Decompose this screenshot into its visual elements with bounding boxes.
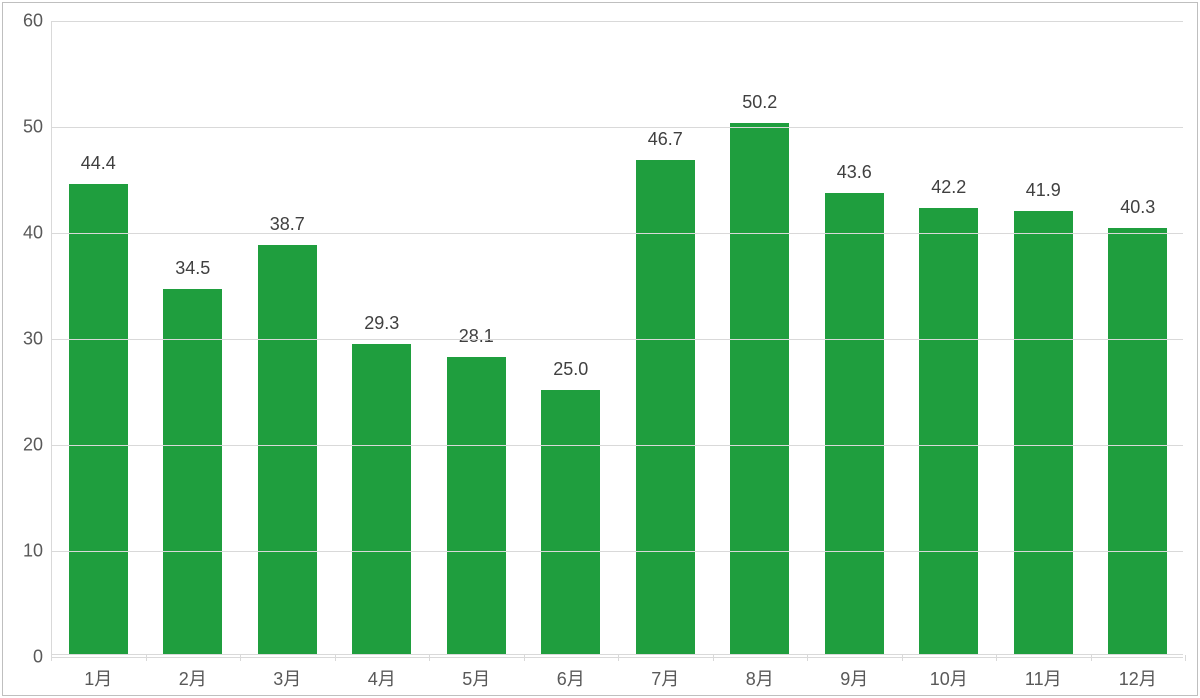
gridline [51,445,1183,446]
y-tick-label: 40 [23,223,51,244]
x-tick-label: 2月 [179,655,207,691]
x-tick-mark [524,655,525,661]
bar [1014,211,1073,655]
value-label: 28.1 [459,326,494,347]
x-tick-label: 11月 [1025,655,1062,691]
y-tick-label: 0 [33,647,51,668]
bar [1108,228,1167,655]
x-tick-label: 9月 [840,655,868,691]
x-tick-mark [335,655,336,661]
y-tick-label: 10 [23,541,51,562]
bar-slot: 29.34月 [335,21,430,655]
bar [258,245,317,655]
value-label: 29.3 [364,313,399,334]
x-tick-mark [1091,655,1092,661]
value-label: 41.9 [1026,180,1061,201]
value-label: 34.5 [175,258,210,279]
value-label: 43.6 [837,162,872,183]
x-tick-label: 5月 [462,655,490,691]
gridline [51,21,1183,22]
bar-slot: 38.73月 [240,21,335,655]
x-tick-mark [996,655,997,661]
x-tick-mark [429,655,430,661]
gridline [51,127,1183,128]
x-tick-mark [146,655,147,661]
x-axis [51,654,1183,655]
bar-slot: 34.52月 [146,21,241,655]
value-label: 44.4 [81,153,116,174]
x-tick-mark [51,655,52,661]
chart-frame: 44.41月34.52月38.73月29.34月28.15月25.06月46.7… [2,2,1198,696]
bar [730,123,789,655]
gridline [51,339,1183,340]
bar [825,193,884,655]
value-label: 50.2 [742,92,777,113]
value-label: 40.3 [1120,197,1155,218]
x-tick-mark [618,655,619,661]
bar-slot: 43.69月 [807,21,902,655]
bar [352,344,411,655]
y-tick-label: 20 [23,435,51,456]
gridline [51,657,1183,658]
x-tick-mark [713,655,714,661]
bar-slot: 25.06月 [524,21,619,655]
x-tick-label: 10月 [930,655,968,691]
x-tick-mark [240,655,241,661]
gridline [51,551,1183,552]
bar [541,390,600,655]
bar-slot: 40.312月 [1091,21,1186,655]
x-tick-mark [1185,655,1186,661]
y-axis [51,21,52,655]
value-label: 42.2 [931,177,966,198]
x-tick-label: 1月 [84,655,112,691]
bar [447,357,506,655]
bar [919,208,978,655]
x-tick-label: 8月 [746,655,774,691]
x-tick-mark [807,655,808,661]
value-label: 25.0 [553,359,588,380]
x-tick-label: 12月 [1119,655,1157,691]
bar-slot: 42.210月 [902,21,997,655]
gridline [51,233,1183,234]
x-tick-mark [902,655,903,661]
x-tick-label: 3月 [273,655,301,691]
x-tick-label: 6月 [557,655,585,691]
x-tick-label: 4月 [368,655,396,691]
bars-container: 44.41月34.52月38.73月29.34月28.15月25.06月46.7… [51,21,1183,655]
y-tick-label: 30 [23,329,51,350]
bar [69,184,128,655]
plot-area: 44.41月34.52月38.73月29.34月28.15月25.06月46.7… [51,21,1183,655]
y-tick-label: 60 [23,11,51,32]
bar-slot: 50.28月 [713,21,808,655]
bar-slot: 46.77月 [618,21,713,655]
bar-slot: 44.41月 [51,21,146,655]
y-tick-label: 50 [23,117,51,138]
bar [636,160,695,655]
x-tick-label: 7月 [651,655,679,691]
bar-slot: 28.15月 [429,21,524,655]
value-label: 46.7 [648,129,683,150]
bar-slot: 41.911月 [996,21,1091,655]
value-label: 38.7 [270,214,305,235]
bar [163,289,222,655]
